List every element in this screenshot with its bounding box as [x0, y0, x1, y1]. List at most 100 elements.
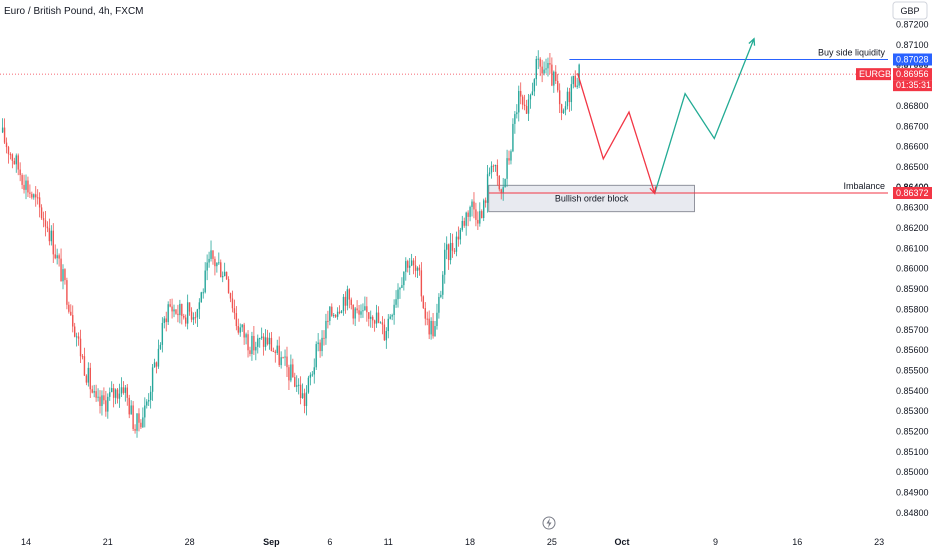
- buy-side-liquidity-label: Buy side liquidity: [818, 48, 886, 58]
- candle: [206, 254, 208, 281]
- candle: [276, 339, 278, 355]
- price-tick-label: 0.85900: [896, 284, 929, 294]
- candle: [153, 358, 156, 368]
- candle-body: [216, 262, 218, 267]
- candle: [60, 248, 62, 282]
- candle-body: [177, 313, 179, 316]
- candle: [467, 210, 469, 227]
- candle: [383, 318, 386, 341]
- candle: [83, 347, 86, 376]
- candle: [54, 244, 56, 260]
- candle-body: [188, 302, 191, 312]
- candle-body: [112, 388, 115, 398]
- candle: [284, 349, 286, 366]
- candle: [457, 226, 460, 247]
- candle-body: [101, 395, 103, 406]
- candle-body: [206, 262, 208, 271]
- candle-body: [105, 400, 107, 412]
- price-tick-label: 0.84900: [896, 488, 929, 498]
- candle: [243, 322, 245, 345]
- candle: [264, 329, 267, 351]
- candle-body: [259, 338, 261, 340]
- candle-body: [525, 106, 528, 114]
- candle: [506, 149, 508, 187]
- candle: [33, 193, 35, 200]
- time-tick-label: 6: [327, 537, 332, 547]
- candle: [151, 364, 154, 401]
- candle: [202, 288, 204, 299]
- candle-body: [185, 317, 187, 324]
- candle-body: [547, 62, 549, 69]
- candle: [196, 308, 199, 327]
- candle-body: [237, 326, 239, 333]
- candle-body: [424, 308, 426, 319]
- lightning-icon[interactable]: [542, 516, 556, 530]
- candle: [346, 285, 349, 311]
- time-axis[interactable]: 14 21 28 Sep 6 11 18 25 Oct 9 16 23: [21, 537, 884, 547]
- time-tick-label: Oct: [614, 537, 629, 547]
- candle-body: [504, 178, 506, 188]
- candle-body: [477, 219, 479, 224]
- candle-body: [120, 387, 123, 394]
- bullish-order-block-label: Bullish order block: [555, 193, 629, 203]
- candle-body: [356, 308, 358, 311]
- candle: [109, 387, 111, 401]
- candle-body: [99, 396, 101, 406]
- candle: [334, 314, 337, 318]
- candle: [229, 292, 232, 303]
- candle-body: [336, 311, 339, 317]
- candle: [564, 101, 567, 116]
- candle-body: [15, 155, 17, 165]
- candle: [311, 371, 314, 377]
- candle-body: [578, 64, 580, 86]
- candle: [504, 178, 506, 188]
- candle-body: [241, 324, 243, 328]
- candle-body: [122, 387, 125, 393]
- candle: [373, 319, 376, 332]
- candle-body: [183, 315, 185, 318]
- candle-body: [467, 212, 469, 217]
- candle-body: [103, 395, 105, 401]
- candle: [336, 307, 339, 320]
- candle-body: [36, 197, 39, 199]
- candle-body: [243, 324, 245, 338]
- candle-body: [321, 337, 323, 352]
- price-tick-label: 0.85200: [896, 427, 929, 437]
- price-tick-label: 0.86300: [896, 203, 929, 213]
- candle-body: [309, 374, 312, 378]
- candle-body: [27, 180, 29, 193]
- candle-body: [371, 316, 374, 321]
- candle-body: [570, 84, 573, 103]
- candle-body: [60, 258, 62, 282]
- candle: [445, 236, 448, 260]
- candle-body: [375, 312, 378, 324]
- candle-body: [151, 367, 154, 392]
- candle-body: [5, 142, 8, 148]
- candle-body: [346, 289, 349, 306]
- candle-body: [518, 90, 520, 113]
- candle-body: [520, 90, 522, 97]
- candle: [223, 262, 226, 277]
- candle: [77, 332, 80, 346]
- candle: [70, 304, 72, 316]
- candle: [282, 356, 284, 359]
- candle: [35, 186, 37, 207]
- candle-body: [506, 158, 508, 179]
- candle-body: [149, 391, 152, 401]
- candle-body: [362, 310, 364, 312]
- candle-body: [73, 326, 76, 337]
- candle: [112, 383, 115, 408]
- candle: [278, 336, 280, 368]
- currency-button[interactable]: GBP: [892, 1, 928, 20]
- candle: [490, 161, 493, 179]
- candle: [321, 330, 323, 357]
- candle: [319, 339, 321, 358]
- candle: [157, 339, 160, 369]
- candle-body: [159, 344, 162, 349]
- price-axis[interactable]: 0.872000.871000.870000.869000.868000.867…: [896, 20, 929, 518]
- candle-body: [397, 289, 399, 300]
- candle-body: [557, 80, 559, 91]
- candle-body: [278, 345, 280, 366]
- candle: [366, 296, 368, 322]
